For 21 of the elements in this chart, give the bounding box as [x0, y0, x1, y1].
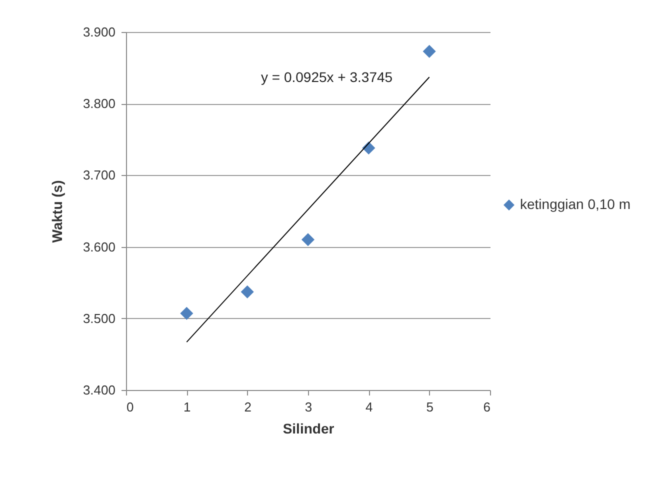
y-tick-label: 3.900	[82, 24, 116, 40]
x-tick-label: 1	[184, 400, 191, 414]
x-tick-label: 4	[366, 400, 373, 414]
point	[301, 233, 315, 246]
legend-label: ketinggian 0,10 m	[520, 196, 631, 212]
point	[240, 285, 254, 298]
y-tick-label: 3.800	[82, 96, 116, 112]
x-tick-label: 3	[304, 400, 312, 414]
x-axis-title: Silinder	[282, 420, 335, 436]
point	[180, 306, 194, 320]
y-tick-label: 3.600	[82, 239, 116, 254]
y-tick-label: 3.400	[82, 382, 116, 398]
y-tick-label: 3.700	[82, 168, 116, 183]
point	[422, 44, 436, 58]
x-tick-label: 6	[483, 400, 490, 414]
x-tick-label: 2	[244, 400, 252, 414]
y-axis-title: Waktu (s)	[48, 180, 65, 243]
x-tick-label: 0	[126, 400, 134, 414]
annotation: y = 0.0925x + 3.3745	[261, 69, 393, 85]
y-tick-label: 3.500	[82, 310, 116, 326]
x-tick-label: 5	[426, 400, 434, 414]
